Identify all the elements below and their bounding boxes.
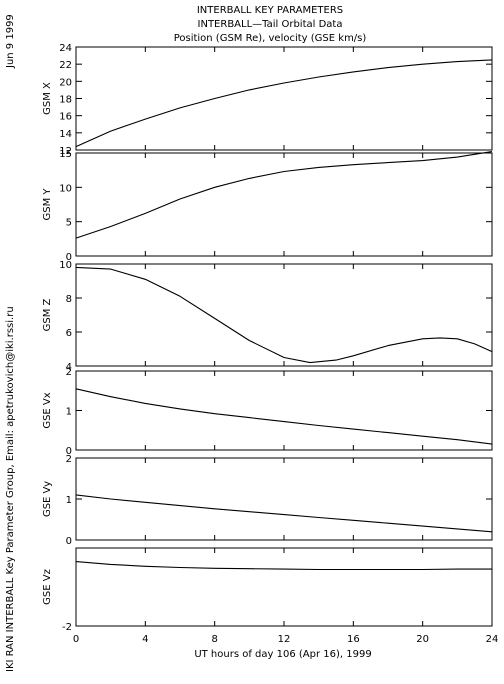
y-tick-label-4-0: 0 (66, 446, 72, 457)
x-axis-label: UT hours of day 106 (Apr 16), 1999 (194, 649, 371, 660)
x-tick-label-4: 16 (347, 634, 360, 645)
x-tick-label-0: 0 (73, 634, 79, 645)
panel-frame-6 (75, 547, 493, 627)
y-axis-label-2: GSM Y (42, 188, 53, 221)
y-tick-label-1-4: 20 (59, 77, 72, 88)
y-tick-label-2-1: 5 (66, 218, 72, 229)
title-block: INTERBALL KEY PARAMETERS INTERBALL—Tail … (120, 4, 420, 46)
panel-frame-3 (75, 263, 493, 367)
y-tick-label-6-0: -2 (62, 622, 72, 633)
y-tick-label-3-1: 6 (66, 328, 72, 339)
y-tick-label-5-1: 1 (66, 495, 72, 506)
y-axis-label-4: GSE Vx (42, 392, 53, 428)
y-tick-label-1-1: 14 (59, 129, 72, 140)
y-tick-label-5-0: 0 (66, 536, 72, 547)
y-tick-label-2-3: 15 (59, 149, 72, 160)
y-tick-label-3-0: 4 (66, 362, 72, 373)
y-tick-label-3-3: 10 (59, 260, 72, 271)
y-tick-label-3-2: 8 (66, 294, 72, 305)
series-line-4-0 (75, 388, 493, 445)
panel-frame-2 (75, 152, 493, 257)
panel-frame-1 (75, 46, 493, 151)
panel-frame-4 (75, 370, 493, 451)
series-line-6-0 (75, 561, 492, 571)
y-tick-label-2-2: 10 (59, 183, 72, 194)
title-line-2: INTERBALL—Tail Orbital Data (197, 19, 343, 30)
x-tick-label-2: 8 (211, 634, 217, 645)
x-tick-label-6: 24 (486, 634, 499, 645)
y-tick-label-2-0: 0 (66, 252, 72, 263)
series-line-5-0 (75, 494, 493, 533)
x-tick-label-5: 20 (416, 634, 429, 645)
panel-frame-5 (75, 457, 493, 541)
series-line-1-0 (75, 59, 493, 148)
y-tick-label-1-0: 12 (59, 146, 72, 157)
y-axis-label-6: GSE Vz (42, 569, 53, 605)
y-tick-label-1-2: 16 (59, 112, 72, 123)
y-axis-label-1: GSM X (42, 82, 53, 115)
y-tick-label-1-3: 18 (59, 95, 72, 106)
title-line-1: INTERBALL KEY PARAMETERS (196, 5, 344, 16)
x-tick-label-3: 12 (278, 634, 291, 645)
credit-text: IKI RAN INTERBALL Key Parameter Group, E… (5, 306, 16, 672)
y-tick-label-1-6: 24 (59, 43, 72, 54)
series-line-3-0 (75, 266, 493, 364)
date-stamp: Jun 9 1999 (5, 14, 16, 69)
title-line-3: Position (GSM Re), velocity (GSE km/s) (173, 33, 367, 44)
y-tick-label-4-1: 1 (66, 407, 72, 418)
series-line-2-0 (75, 151, 493, 239)
y-tick-label-1-5: 22 (59, 60, 72, 71)
y-axis-label-5: GSE Vy (42, 481, 53, 517)
y-tick-label-4-2: 2 (66, 367, 72, 378)
y-axis-label-3: GSM Z (42, 298, 53, 331)
y-tick-label-5-2: 2 (66, 454, 72, 465)
x-tick-label-1: 4 (142, 634, 148, 645)
